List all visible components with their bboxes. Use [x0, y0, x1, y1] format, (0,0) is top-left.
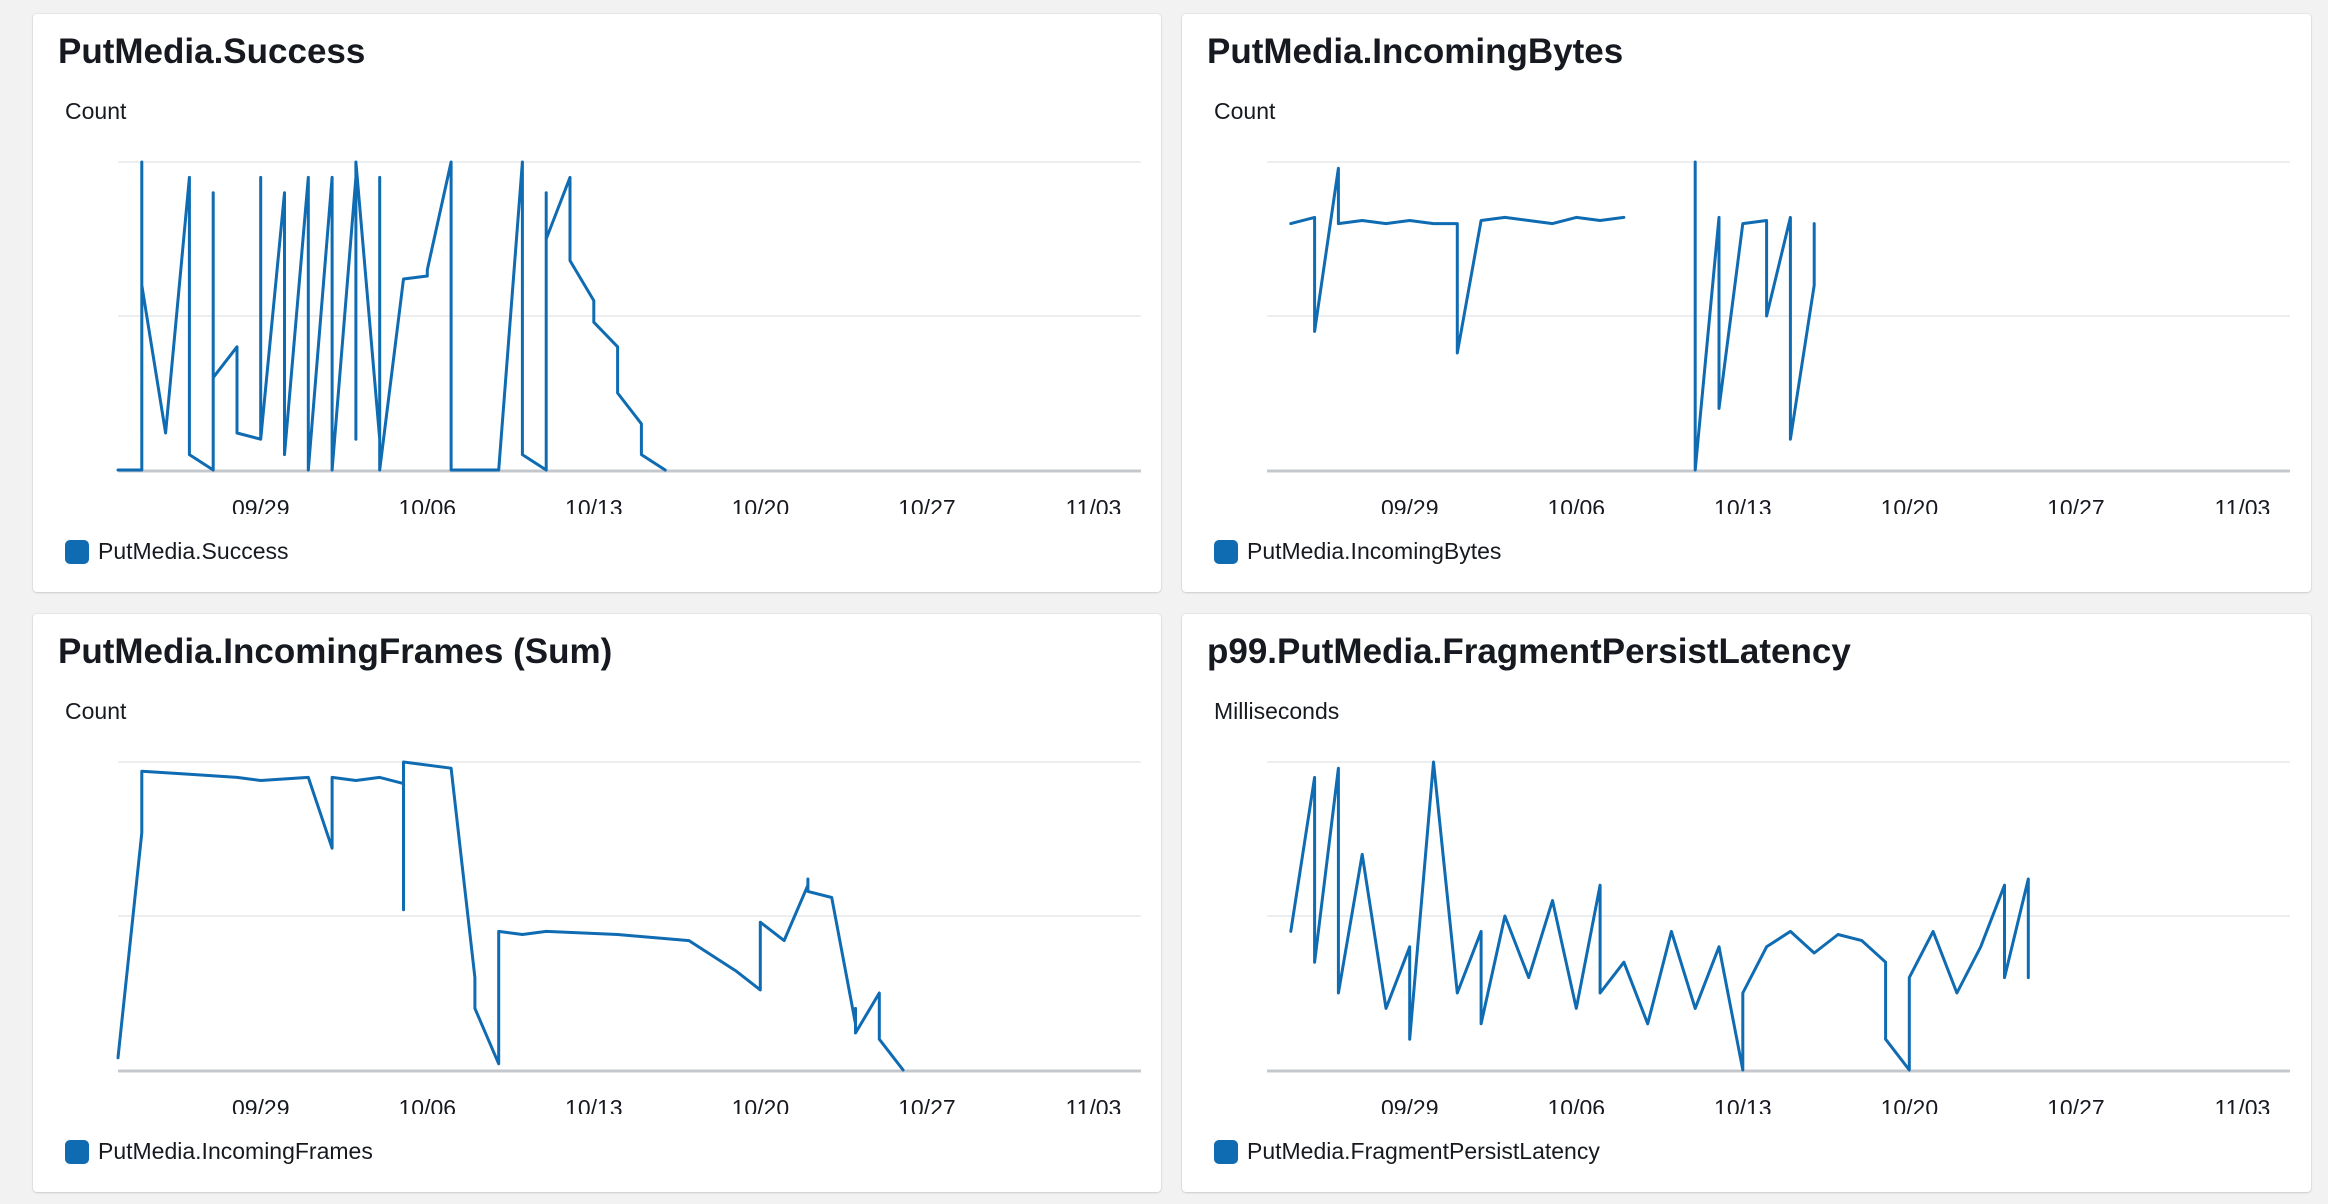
- legend-label: PutMedia.Success: [98, 538, 289, 564]
- y-axis-label: Count: [65, 98, 127, 124]
- x-tick-label: 09/29: [1381, 495, 1439, 514]
- x-tick-label: 10/13: [565, 1095, 623, 1114]
- x-tick-label: 10/13: [565, 495, 623, 514]
- x-tick-label: 09/29: [232, 1095, 290, 1114]
- x-tick-label: 10/27: [2047, 1095, 2105, 1114]
- x-tick-label: 11/03: [1065, 495, 1121, 514]
- panel-fragment-persist-latency[interactable]: p99.PutMedia.FragmentPersistLatency Mill…: [1182, 614, 2311, 1192]
- chart-plot[interactable]: 09/29 10/06 10/13 10/20 10/27 11/03: [1182, 14, 2311, 514]
- legend-item[interactable]: PutMedia.IncomingFrames: [65, 1138, 373, 1165]
- x-tick-label: 09/29: [1381, 1095, 1439, 1114]
- legend-swatch: [1214, 539, 1238, 564]
- x-tick-label: 10/06: [398, 1095, 456, 1114]
- series-line-0-segment-1[interactable]: [1693, 160, 1816, 472]
- chart-plot[interactable]: 09/29 10/06 10/13 10/20 10/27 11/03: [33, 14, 1161, 514]
- panel-putmedia-incomingframes[interactable]: PutMedia.IncomingFrames (Sum) Count 09/2…: [33, 614, 1161, 1192]
- x-tick-label: 10/27: [898, 495, 956, 514]
- x-tick-label: 10/20: [1881, 1095, 1939, 1114]
- x-tick-label: 10/06: [1547, 495, 1605, 514]
- series-line-0-segment-0[interactable]: [116, 160, 667, 472]
- x-tick-label: 10/20: [732, 1095, 790, 1114]
- panel-putmedia-success[interactable]: PutMedia.Success Count 09/29 10/06 10/13 10…: [33, 14, 1161, 592]
- x-tick-label: 10/06: [1547, 1095, 1605, 1114]
- chart-title: PutMedia.IncomingFrames (Sum): [58, 632, 613, 671]
- legend-swatch: [65, 539, 89, 564]
- legend-item[interactable]: PutMedia.Success: [65, 538, 288, 565]
- legend-label: PutMedia.IncomingFrames: [98, 1138, 373, 1164]
- legend-label: PutMedia.FragmentPersistLatency: [1247, 1138, 1600, 1164]
- y-axis-label: Count: [1214, 98, 1276, 124]
- x-tick-label: 10/13: [1714, 1095, 1772, 1114]
- legend-item[interactable]: PutMedia.FragmentPersistLatency: [1214, 1138, 1600, 1165]
- chart-title: PutMedia.IncomingBytes: [1207, 32, 1624, 71]
- y-axis-label: Milliseconds: [1214, 698, 1340, 724]
- x-tick-label: 10/27: [2047, 495, 2105, 514]
- panel-putmedia-incomingbytes[interactable]: PutMedia.IncomingBytes Count 09/29 10/06 1…: [1182, 14, 2311, 592]
- legend-label: PutMedia.IncomingBytes: [1247, 538, 1502, 564]
- x-tick-label: 10/13: [1714, 495, 1772, 514]
- series-line-0-segment-0[interactable]: [116, 760, 905, 1072]
- series-line-0-segment-0[interactable]: [1289, 760, 2030, 1072]
- legend-swatch: [65, 1139, 89, 1164]
- legend-item[interactable]: PutMedia.IncomingBytes: [1214, 538, 1501, 565]
- x-tick-label: 11/03: [2214, 495, 2270, 514]
- chart-plot[interactable]: 09/29 10/06 10/13 10/20 10/27 11/03: [33, 614, 1161, 1114]
- x-tick-label: 10/20: [1881, 495, 1939, 514]
- x-tick-label: 11/03: [2214, 1095, 2270, 1114]
- y-axis-label: Count: [65, 698, 127, 724]
- x-tick-label: 09/29: [232, 495, 290, 514]
- x-tick-label: 11/03: [1065, 1095, 1121, 1114]
- chart-title: PutMedia.Success: [58, 32, 366, 71]
- x-tick-label: 10/06: [398, 495, 456, 514]
- x-tick-label: 10/20: [732, 495, 790, 514]
- series-line-0-segment-0[interactable]: [1289, 166, 1626, 355]
- legend-swatch: [1214, 1139, 1238, 1164]
- chart-title: p99.PutMedia.FragmentPersistLatency: [1207, 632, 1851, 671]
- chart-plot[interactable]: 09/29 10/06 10/13 10/20 10/27 11/03: [1182, 614, 2311, 1114]
- x-tick-label: 10/27: [898, 1095, 956, 1114]
